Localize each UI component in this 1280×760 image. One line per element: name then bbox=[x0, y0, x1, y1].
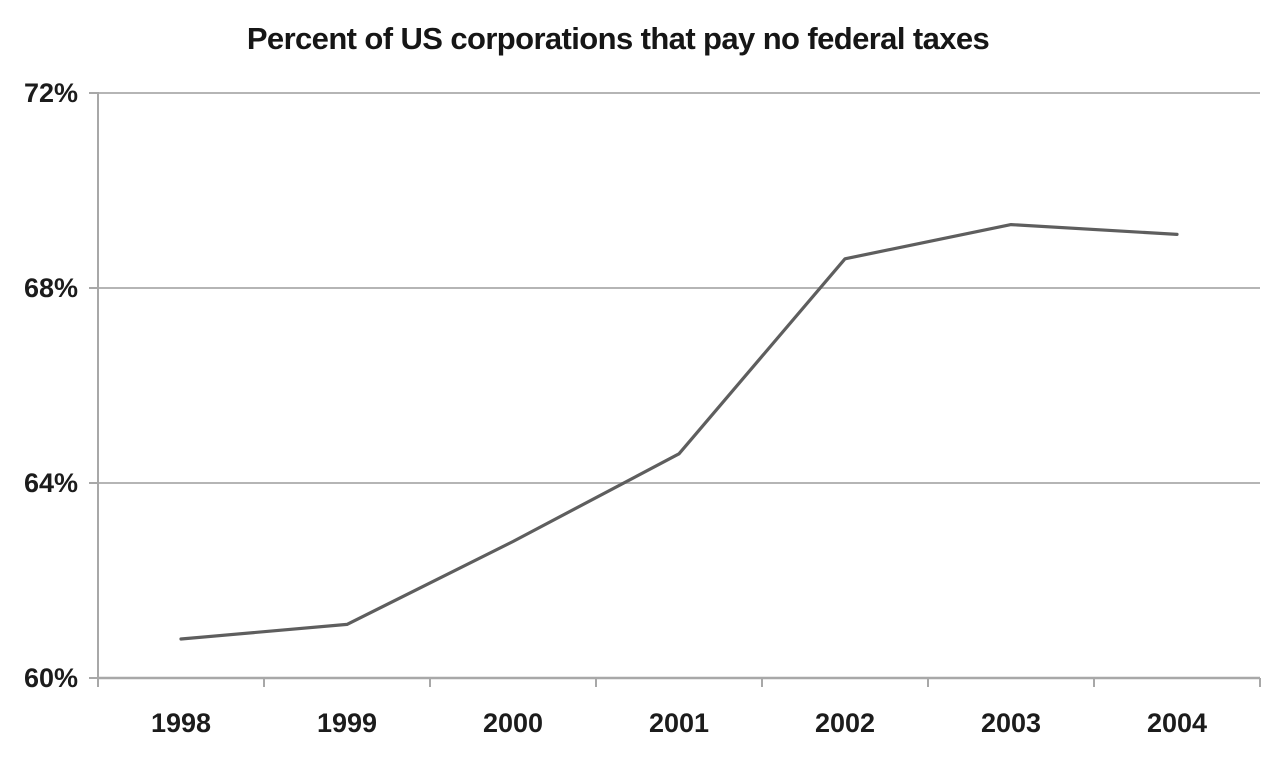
x-axis-tick-label: 2004 bbox=[1146, 708, 1208, 738]
x-axis-tick-label: 1998 bbox=[150, 708, 212, 738]
chart-title: Percent of US corporations that pay no f… bbox=[246, 21, 990, 56]
x-axis-tick-label: 2000 bbox=[482, 708, 544, 738]
x-axis-tick-label: 2003 bbox=[980, 708, 1042, 738]
x-axis-tick-label: 2001 bbox=[648, 708, 710, 738]
y-axis-tick-label: 60% bbox=[23, 663, 78, 693]
y-axis-tick-label: 68% bbox=[23, 273, 78, 303]
y-axis-tick-label: 64% bbox=[23, 468, 78, 498]
y-axis-tick-label: 72% bbox=[23, 78, 78, 108]
x-axis-tick-label: 1999 bbox=[316, 708, 378, 738]
x-axis-tick-label: 2002 bbox=[814, 708, 876, 738]
data-line bbox=[179, 223, 1179, 641]
